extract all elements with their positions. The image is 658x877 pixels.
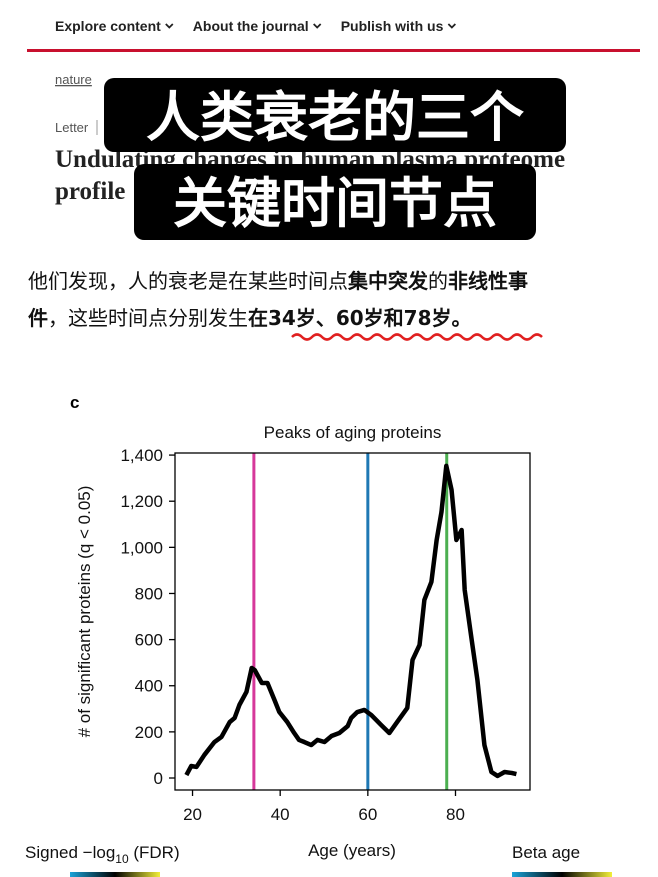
paragraph-run: 非线性事: [448, 269, 528, 293]
colorbar-label-sub: 10: [115, 852, 129, 866]
nav-item[interactable]: Publish with us: [341, 18, 444, 34]
overlay-text: 人类衰老的三个: [146, 86, 524, 149]
paragraph-run: 在34岁、60岁和78岁。: [248, 306, 472, 330]
paragraph-run: 件: [28, 306, 48, 330]
breadcrumb[interactable]: nature: [55, 72, 92, 87]
chevron: [447, 23, 456, 29]
colorbar-label: Beta age: [512, 843, 580, 862]
y-tick-label: 1,400: [120, 446, 163, 465]
article-title: profile: [55, 178, 125, 205]
chevron: [313, 23, 322, 29]
x-tick-label: 60: [358, 805, 377, 824]
data-line: [184, 463, 517, 779]
paragraph-line: 他们发现，人的衰老是在某些时间点集中突发的非线性事: [28, 269, 528, 293]
panel-label: c: [70, 393, 79, 412]
y-tick-label: 800: [135, 584, 163, 603]
y-tick-label: 1,200: [120, 492, 163, 511]
colorbar-label-part: Beta age: [512, 843, 580, 862]
y-tick-label: 200: [135, 723, 163, 742]
x-tick-label: 20: [183, 805, 202, 824]
colorbar: [70, 872, 160, 877]
nav-item[interactable]: About the journal: [193, 18, 309, 34]
colorbar-label-part: Signed −log: [25, 843, 115, 862]
nav-rule: [27, 49, 640, 52]
overlay-text: 关键时间节点: [173, 172, 497, 235]
nav-item[interactable]: Explore content: [55, 18, 161, 34]
paragraph-run: 他们发现，人的衰老是在某些时间点: [28, 269, 348, 293]
chevron: [165, 23, 174, 29]
article-type: Letter: [55, 120, 89, 135]
chart-title: Peaks of aging proteins: [264, 423, 442, 442]
colorbar: [512, 872, 612, 877]
colorbar-label: Signed −log10 (FDR): [25, 843, 180, 866]
plot-frame: [174, 452, 531, 791]
paragraph-run: ，这些时间点分别发生: [48, 306, 248, 330]
y-tick-label: 0: [154, 769, 163, 788]
y-tick-label: 1,000: [120, 538, 163, 557]
y-tick-label: 400: [135, 677, 163, 696]
wavy-underline: [291, 333, 543, 341]
paragraph-line: 件，这些时间点分别发生在34岁、60岁和78岁。: [28, 306, 472, 330]
x-axis-label: Age (years): [308, 841, 396, 860]
colorbar-label-part: (FDR): [129, 843, 180, 862]
overlay-box: [134, 164, 536, 240]
x-tick-label: 40: [271, 805, 290, 824]
y-tick-label: 600: [135, 631, 163, 650]
paragraph-run: 的: [428, 269, 448, 293]
overlay-box: [104, 78, 566, 152]
paragraph-run: 集中突发: [347, 269, 429, 293]
y-axis-label: # of significant proteins (q < 0.05): [75, 486, 94, 738]
x-tick-label: 80: [446, 805, 465, 824]
